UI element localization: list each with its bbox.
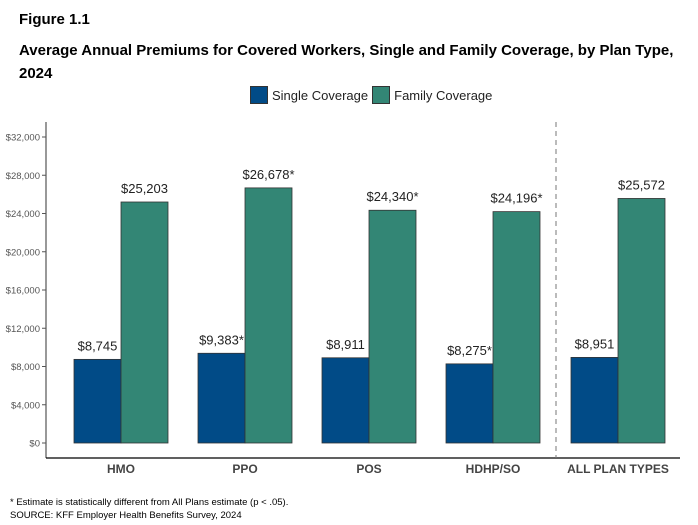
bar-single bbox=[321, 357, 370, 444]
legend-label-single: Single Coverage bbox=[272, 87, 369, 103]
data-label-family: $26,678* bbox=[242, 167, 294, 182]
y-tick-label: $12,000 bbox=[6, 324, 40, 335]
data-label-family: $25,203 bbox=[121, 181, 168, 196]
data-label-family: $24,340* bbox=[366, 189, 418, 204]
bar-family bbox=[368, 209, 417, 444]
bar-family bbox=[244, 187, 293, 444]
data-label-single: $8,745 bbox=[78, 338, 118, 353]
legend-swatch-single bbox=[250, 86, 268, 104]
data-label-single: $8,951 bbox=[575, 336, 615, 351]
legend-swatch-family bbox=[372, 86, 391, 104]
data-label-single: $8,275* bbox=[447, 343, 492, 358]
y-tick-label: $28,000 bbox=[6, 171, 40, 182]
y-tick-label: $4,000 bbox=[11, 400, 40, 411]
y-tick-label: $32,000 bbox=[6, 133, 40, 144]
data-label-family: $25,572 bbox=[618, 177, 665, 192]
legend-item-family: Family Coverage bbox=[372, 86, 492, 104]
legend: Single Coverage Family Coverage bbox=[250, 86, 496, 104]
bar-family bbox=[492, 211, 541, 444]
bar-single bbox=[197, 352, 246, 444]
bar-single bbox=[73, 358, 122, 444]
bar-single bbox=[570, 357, 619, 444]
y-tick-label: $8,000 bbox=[11, 362, 40, 373]
bar-family bbox=[120, 201, 169, 444]
y-tick-label: $0 bbox=[29, 439, 40, 450]
chart-title: Average Annual Premiums for Covered Work… bbox=[19, 42, 674, 82]
y-tick-label: $24,000 bbox=[6, 209, 40, 220]
figure-label: Figure 1.1 bbox=[19, 11, 90, 28]
y-tick-label: $16,000 bbox=[6, 286, 40, 297]
y-tick-label: $20,000 bbox=[6, 247, 40, 258]
x-tick-label: ALL PLAN TYPES bbox=[567, 462, 669, 476]
footnote-significance: * Estimate is statistically different fr… bbox=[10, 497, 289, 508]
x-tick-label: PPO bbox=[232, 462, 257, 476]
x-tick-label: HDHP/SO bbox=[466, 462, 521, 476]
legend-label-family: Family Coverage bbox=[394, 87, 493, 103]
data-label-single: $8,911 bbox=[326, 337, 365, 352]
footnote-source: SOURCE: KFF Employer Health Benefits Sur… bbox=[10, 510, 242, 521]
legend-item-single: Single Coverage bbox=[250, 86, 368, 104]
bar-family bbox=[617, 198, 666, 444]
x-tick-label: HMO bbox=[107, 462, 135, 476]
data-label-family: $24,196* bbox=[490, 191, 542, 206]
bar-single bbox=[445, 363, 494, 444]
x-tick-label: POS bbox=[356, 462, 381, 476]
data-label-single: $9,383* bbox=[199, 332, 244, 347]
